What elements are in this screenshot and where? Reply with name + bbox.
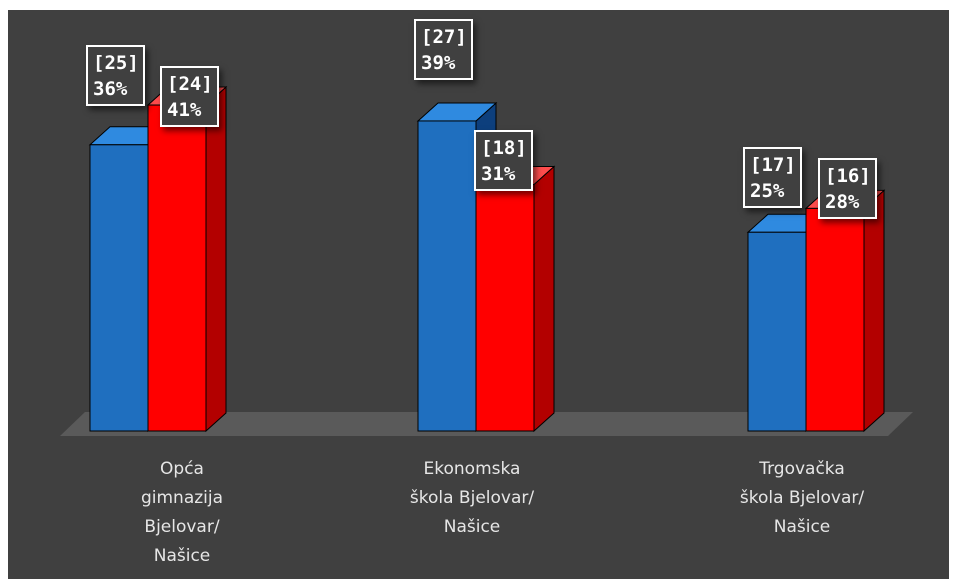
bar-side [205, 85, 227, 433]
bar-front [417, 120, 477, 432]
category-label-opca-gimnazija: Opća gimnazija Bjelovar/ Našice [140, 459, 224, 566]
data-label-series2-opca: [24] 41% [160, 66, 219, 127]
data-label-series1-opca: [25] 36% [86, 45, 145, 106]
bar-series2-opca [146, 85, 228, 433]
bar-front [747, 231, 807, 432]
bar-front [475, 184, 535, 432]
bar-front [147, 104, 207, 432]
bar-series2-trgovacka [804, 189, 886, 433]
category-label-trgovacka-skola: Trgovačka škola Bjelovar/ Našice [739, 459, 865, 537]
chart-area: Opća gimnazija Bjelovar/ Našice Ekonomsk… [8, 10, 949, 579]
bar-side [863, 189, 885, 433]
bar-series2-ekonomska [474, 165, 556, 433]
bar-front [89, 144, 149, 432]
bar-front [805, 207, 865, 432]
data-label-series1-ekonomska: [27] 39% [414, 19, 473, 80]
category-label-ekonomska-skola: Ekonomska škola Bjelovar/ Našice [409, 459, 535, 537]
bar-side [533, 165, 555, 433]
data-label-series2-trgovacka: [16] 28% [818, 158, 877, 219]
data-label-series2-ekonomska: [18] 31% [474, 130, 533, 191]
data-label-series1-trgovacka: [17] 25% [743, 147, 802, 208]
